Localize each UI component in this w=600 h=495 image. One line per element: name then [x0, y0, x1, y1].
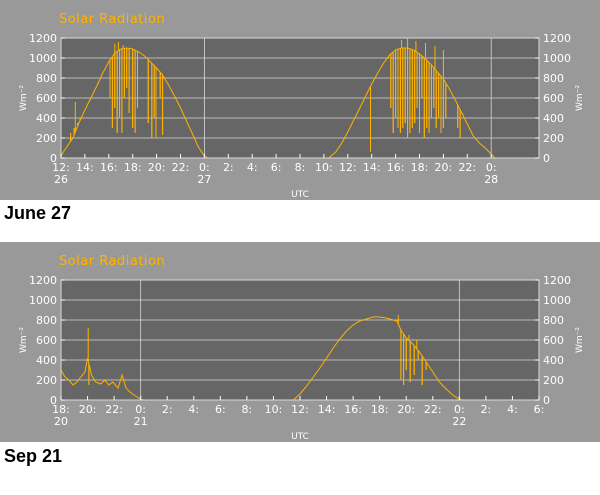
date-label-june: June 27 — [4, 203, 72, 223]
ytick-label-right: 0 — [543, 394, 550, 407]
ytick-label-left: 800 — [36, 314, 57, 327]
ytick-label-right: 400 — [543, 354, 564, 367]
xtick-label: 0: — [199, 161, 210, 174]
xtick-label: 20: — [397, 403, 415, 416]
ylabel-right: Wm⁻² — [575, 85, 585, 111]
xtick-label: 18: — [124, 161, 142, 174]
xtick-label: 6: — [215, 403, 226, 416]
ytick-label-left: 400 — [36, 354, 57, 367]
xlabel: UTC — [291, 432, 309, 442]
solar-radiation-chart-sep: Solar Radiation 0 0 200 200 400 400 600 600 800 80… — [19, 254, 585, 442]
ytick-label-right: 1000 — [543, 294, 571, 307]
xtick-label: 6: — [534, 403, 545, 416]
xtick-label: 22: — [458, 161, 476, 174]
ytick-label-right: 600 — [543, 92, 564, 105]
xtick-label: 2: — [223, 161, 234, 174]
ytick-label-right: 800 — [543, 72, 564, 85]
xtick-label: 0: — [135, 403, 146, 416]
xtick-label: 2: — [162, 403, 173, 416]
xtick-label: 10: — [315, 161, 333, 174]
chart-panel-june: Solar Radiation 0 0 200 200 400 400 600 600 800 80… — [0, 0, 600, 200]
xtick-label: 4: — [507, 403, 518, 416]
ytick-label-left: 200 — [36, 132, 57, 145]
xtick-label: 20: — [148, 161, 166, 174]
radiation-fluctuation-band — [70, 48, 464, 152]
ylabel-left: Wm⁻² — [19, 85, 29, 111]
xtick-label: 10: — [265, 403, 283, 416]
xtick-label: 2: — [481, 403, 492, 416]
ytick-label-right: 1200 — [543, 274, 571, 287]
chart-panel-sep: Solar Radiation 0 0 200 200 400 400 600 600 800 80… — [0, 242, 600, 442]
ytick-label-left: 600 — [36, 334, 57, 347]
chart-title: Solar Radiation — [59, 12, 165, 27]
xtick-day-label: 21 — [134, 415, 148, 428]
xtick-day-label: 22 — [452, 415, 466, 428]
xtick-label: 16: — [387, 161, 405, 174]
xtick-label: 14: — [76, 161, 94, 174]
xtick-label: 8: — [242, 403, 253, 416]
ytick-label-right: 1000 — [543, 52, 571, 65]
xtick-label: 20: — [435, 161, 453, 174]
xtick-day-label: 27 — [197, 173, 211, 186]
ytick-label-right: 200 — [543, 374, 564, 387]
xtick-label: 12: — [291, 403, 309, 416]
xtick-label: 18: — [411, 161, 429, 174]
ytick-label-right: 800 — [543, 314, 564, 327]
xtick-label: 14: — [318, 403, 336, 416]
xtick-label: 22: — [172, 161, 190, 174]
ytick-label-left: 800 — [36, 72, 57, 85]
xtick-label: 6: — [271, 161, 282, 174]
xtick-label: 12: — [52, 161, 70, 174]
xtick-day-label: 28 — [484, 173, 498, 186]
ytick-label-left: 200 — [36, 374, 57, 387]
xlabel: UTC — [291, 190, 309, 200]
xtick-label: 20: — [79, 403, 97, 416]
ytick-label-right: 200 — [543, 132, 564, 145]
xtick-label: 22: — [105, 403, 123, 416]
solar-radiation-chart-june: Solar Radiation 0 0 200 200 400 400 600 600 800 80… — [19, 12, 585, 200]
xtick-day-label: 26 — [54, 173, 68, 186]
ytick-label-left: 0 — [50, 152, 57, 165]
ytick-label-left: 0 — [50, 394, 57, 407]
xtick-label: 16: — [344, 403, 362, 416]
ytick-label-left: 1000 — [29, 52, 57, 65]
ytick-label-left: 1000 — [29, 294, 57, 307]
date-label-sep: Sep 21 — [4, 446, 63, 466]
xtick-label: 0: — [454, 403, 465, 416]
xtick-label: 14: — [363, 161, 381, 174]
chart-title: Solar Radiation — [59, 254, 165, 269]
radiation-fluctuation-band — [88, 330, 427, 385]
xtick-label: 0: — [486, 161, 497, 174]
ylabel-left: Wm⁻² — [19, 327, 29, 353]
xtick-label: 18: — [371, 403, 389, 416]
ytick-label-left: 1200 — [29, 32, 57, 45]
ytick-label-left: 400 — [36, 112, 57, 125]
ylabel-right: Wm⁻² — [575, 327, 585, 353]
xtick-day-label: 20 — [54, 415, 68, 428]
ytick-label-right: 600 — [543, 334, 564, 347]
ytick-label-right: 0 — [543, 152, 550, 165]
ytick-label-right: 400 — [543, 112, 564, 125]
xtick-label: 22: — [424, 403, 442, 416]
ytick-label-right: 1200 — [543, 32, 571, 45]
ytick-label-left: 1200 — [29, 274, 57, 287]
xtick-label: 16: — [100, 161, 118, 174]
xtick-label: 18: — [52, 403, 70, 416]
ytick-label-left: 600 — [36, 92, 57, 105]
xtick-label: 4: — [247, 161, 258, 174]
xtick-label: 12: — [339, 161, 357, 174]
xtick-label: 4: — [188, 403, 199, 416]
xtick-label: 8: — [295, 161, 306, 174]
